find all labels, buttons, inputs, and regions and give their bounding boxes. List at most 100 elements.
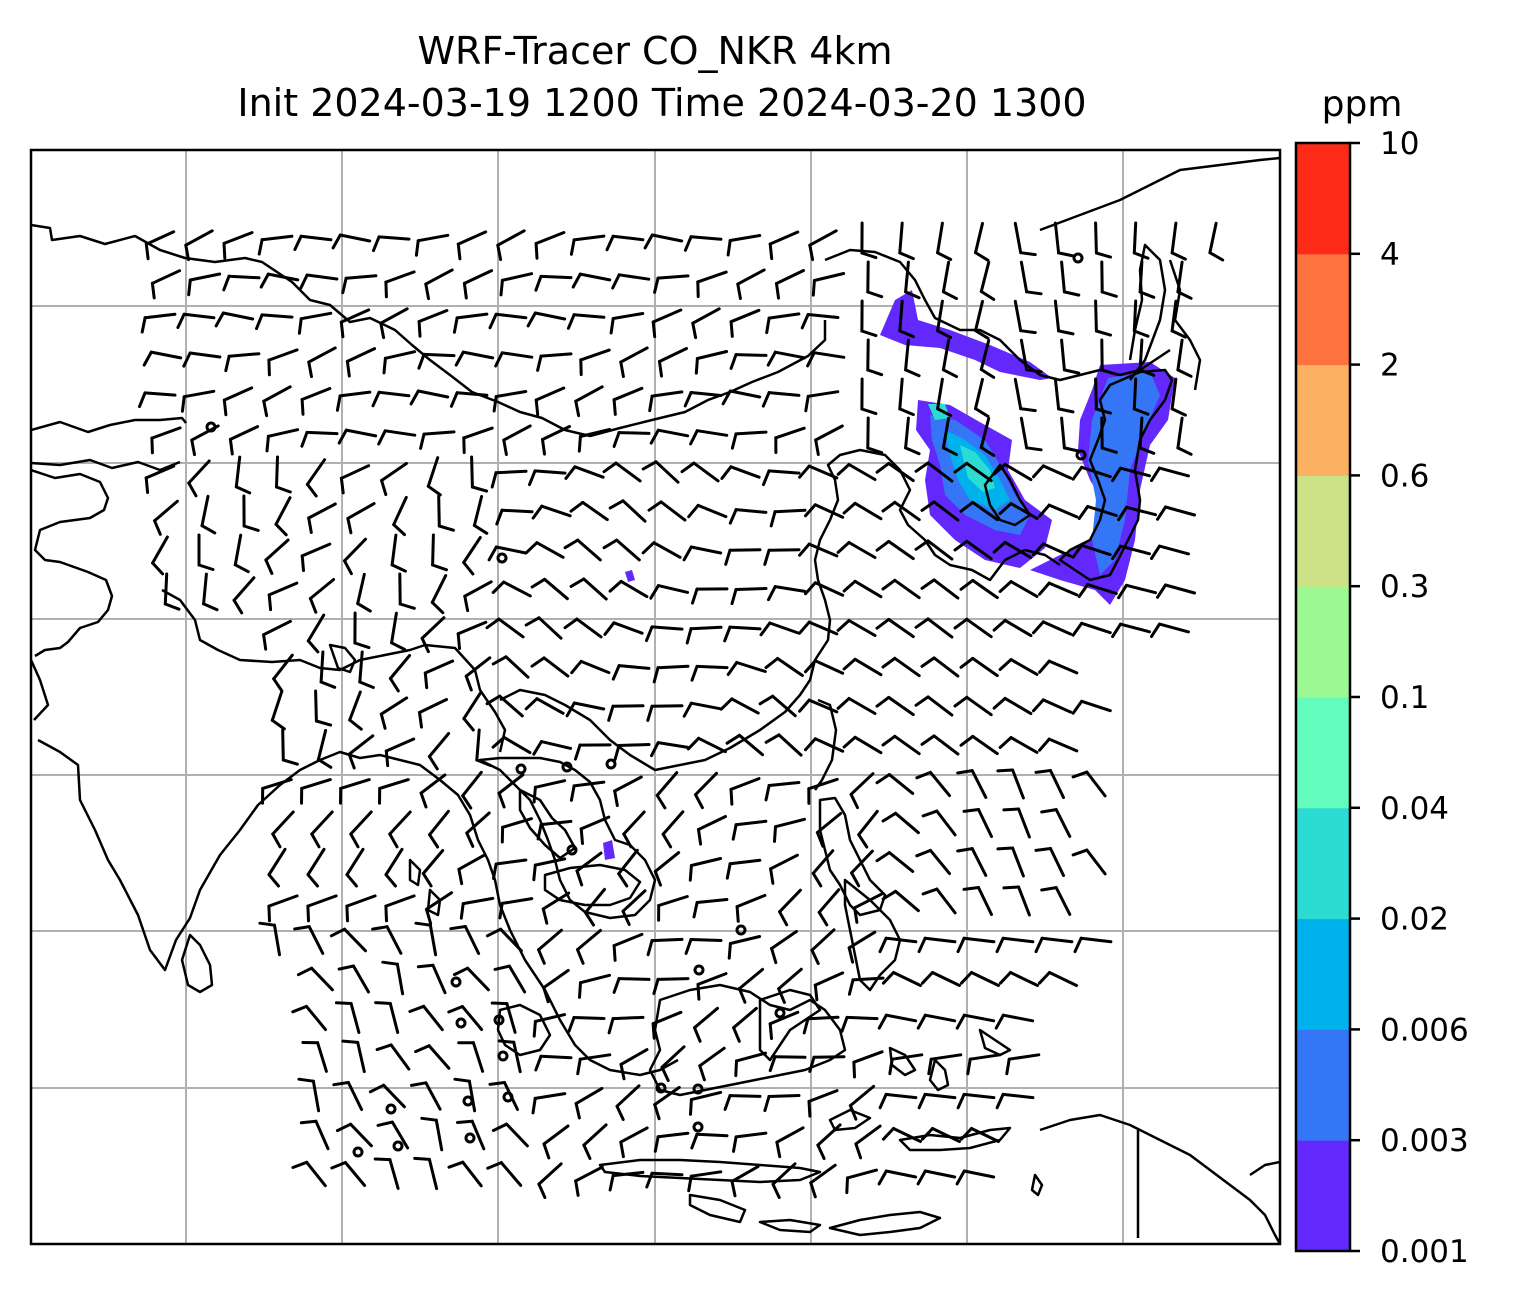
wind-barb xyxy=(163,572,169,606)
wind-barb-feather xyxy=(388,832,399,849)
wind-barb xyxy=(811,849,835,875)
wind-barb xyxy=(319,650,325,684)
wind-barb-feather xyxy=(1057,251,1075,258)
wind-barb-feather xyxy=(1032,464,1045,479)
wind-barb xyxy=(650,625,684,631)
wind-barb xyxy=(1011,768,1025,800)
wind-barb xyxy=(777,967,803,991)
wind-barb xyxy=(767,391,801,397)
wind-barb-feather xyxy=(454,350,465,367)
wind-barb xyxy=(1009,736,1039,754)
wind-barb-feather xyxy=(860,251,878,260)
wind-barb-feather xyxy=(1040,808,1058,814)
wind-barb xyxy=(660,1045,686,1069)
wind-barb xyxy=(1047,737,1079,753)
wind-barb xyxy=(737,967,765,991)
wind-barb-feather xyxy=(427,755,439,771)
wind-barb xyxy=(926,695,954,717)
wind-barb xyxy=(494,312,528,320)
wind-barb xyxy=(696,503,728,519)
wind-barb xyxy=(417,309,449,323)
wind-barb xyxy=(1132,221,1138,255)
wind-barb-feather xyxy=(878,936,888,954)
wind-barb xyxy=(1054,808,1072,838)
wind-barb-feather xyxy=(995,1092,1005,1110)
wind-barb xyxy=(345,894,377,908)
wind-barb-feather xyxy=(197,563,215,571)
wind-barb xyxy=(1009,658,1039,676)
wind-barb xyxy=(806,1015,840,1021)
wind-barb-feather xyxy=(814,438,820,456)
wind-barb-feather xyxy=(1094,407,1112,415)
wind-barb xyxy=(965,461,993,483)
wind-barb-feather xyxy=(300,554,305,572)
wind-barb xyxy=(808,229,838,247)
wind-barb-feather xyxy=(1032,620,1045,635)
wind-barb xyxy=(384,270,416,284)
wind-barb-feather xyxy=(1132,407,1150,416)
wind-barb-feather xyxy=(956,769,974,775)
wind-barb xyxy=(425,891,453,911)
wind-barb-feather xyxy=(262,633,268,651)
wind-barb-feather xyxy=(475,758,492,767)
wind-barb-feather xyxy=(612,431,621,448)
wind-barb xyxy=(500,351,534,359)
wind-barb-feather xyxy=(462,717,475,732)
wind-barb-feather xyxy=(1150,466,1161,482)
wind-barb-feather xyxy=(761,391,771,408)
wind-barb xyxy=(431,963,447,995)
wind-barb xyxy=(358,650,364,684)
wind-barb-feather xyxy=(956,1092,966,1110)
wind-barb xyxy=(388,810,412,836)
wind-barb xyxy=(812,351,846,359)
wind-barb xyxy=(773,585,807,593)
wind-barb-feather xyxy=(1132,251,1150,260)
wind-barb xyxy=(533,779,567,789)
wind-barb-feather xyxy=(461,794,473,810)
wind-barb xyxy=(612,386,644,402)
wind-barb xyxy=(613,775,643,793)
wind-barb-feather xyxy=(770,947,778,965)
wind-barb-feather xyxy=(1025,290,1043,296)
wind-barb-feather xyxy=(349,832,360,849)
wind-barb xyxy=(1041,620,1073,636)
wind-barb xyxy=(935,809,957,837)
wind-barb-feather xyxy=(815,831,825,848)
wind-barb xyxy=(1158,466,1190,478)
wind-barb xyxy=(812,1055,846,1059)
wind-barb-feather xyxy=(914,461,930,473)
wind-barb xyxy=(926,539,954,561)
wind-barb-feather xyxy=(335,394,342,412)
wind-barb-feather xyxy=(653,1103,661,1121)
wind-barb xyxy=(464,656,492,678)
wind-barb xyxy=(472,495,484,527)
wind-barb xyxy=(853,735,883,755)
wind-barb-feather xyxy=(853,906,859,924)
wind-barb-feather xyxy=(372,235,381,253)
wind-barb xyxy=(773,1055,807,1059)
wind-barb xyxy=(475,728,481,762)
wind-barb xyxy=(1176,260,1184,294)
wind-barb-feather xyxy=(142,350,153,367)
wind-barb xyxy=(502,424,532,442)
wind-barb-feather xyxy=(420,636,430,654)
wind-barb-feather xyxy=(660,1065,670,1082)
wind-barb xyxy=(777,733,803,757)
wind-barb xyxy=(395,962,405,996)
wind-barb-feather xyxy=(531,1096,537,1115)
wind-barb xyxy=(851,976,885,982)
wind-barb xyxy=(575,851,603,873)
wind-barb xyxy=(262,619,292,637)
wind-barb xyxy=(1054,886,1072,916)
wind-barb xyxy=(729,777,761,791)
wind-barb xyxy=(534,231,566,245)
wind-barb-feather xyxy=(875,461,891,474)
wind-barb xyxy=(617,977,651,981)
wind-barb-feather xyxy=(694,793,704,810)
wind-barb-feather xyxy=(534,398,540,417)
wind-barb xyxy=(314,689,318,723)
wind-barb-feather xyxy=(959,500,975,513)
wind-barb xyxy=(932,578,960,600)
wind-barb xyxy=(847,930,877,950)
wind-barb xyxy=(887,539,915,561)
